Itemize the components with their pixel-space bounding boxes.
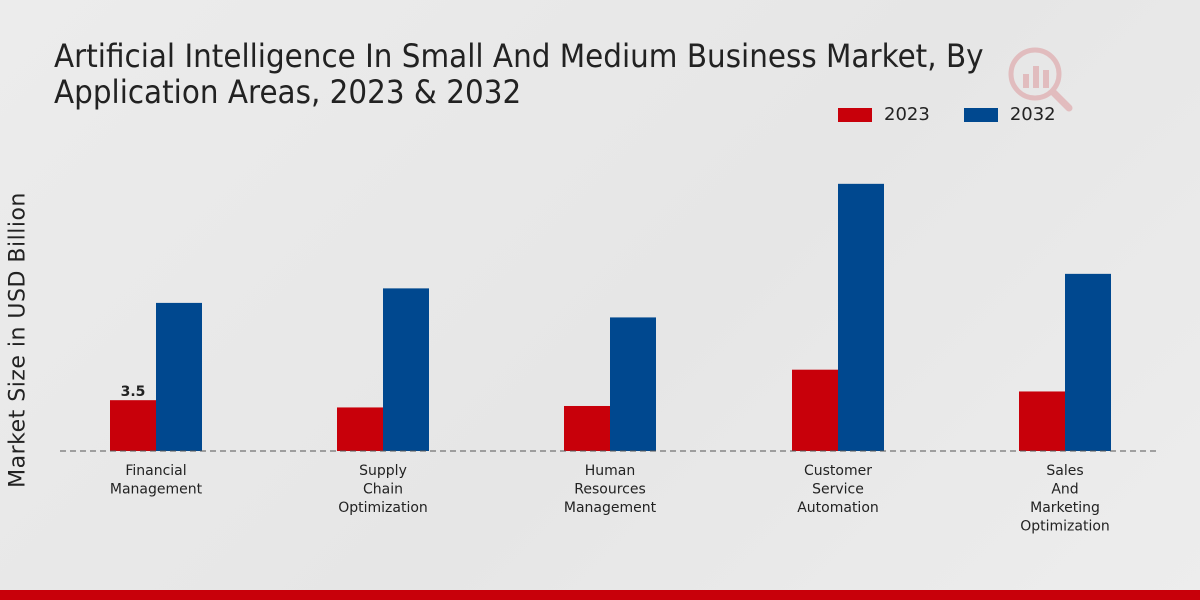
data-label-1: 3.5	[121, 384, 146, 400]
watermark-logo	[1008, 47, 1073, 112]
chart-title: Artificial Intelligence In Small And Med…	[54, 37, 984, 111]
x-tick-label-2: Supply Chain Optimization	[338, 463, 428, 516]
bar-2032-5	[1065, 273, 1111, 451]
bar-2023-1	[110, 400, 156, 451]
legend-swatch-2032	[963, 107, 998, 122]
legend-item-2023: 2023	[838, 104, 930, 125]
bar-2023-3	[564, 405, 610, 451]
bar-2023-5	[1019, 391, 1065, 451]
legend-swatch-2023	[838, 107, 872, 122]
legend-label-2023: 2023	[884, 104, 930, 125]
legend-label-2032: 2032	[1009, 104, 1056, 125]
legend-item-2032: 2032	[963, 104, 1056, 125]
legend: 2023 2032	[838, 104, 1090, 125]
bar-2032-2	[383, 288, 429, 451]
bar-2032-1	[156, 302, 202, 451]
x-tick-label-5: Sales And Marketing Optimization	[1020, 463, 1110, 535]
x-tick-label-1: Financial Management	[110, 463, 203, 498]
bar-2032-4	[838, 183, 884, 451]
bar-2032-3	[610, 317, 656, 451]
bar-2023-2	[337, 407, 383, 451]
bottom-accent-bar	[0, 590, 1200, 600]
x-tick-label-4: Customer Service Automation	[797, 463, 879, 516]
bar-2023-4	[792, 369, 838, 451]
x-tick-label-3: Human Resources Management	[564, 463, 657, 516]
